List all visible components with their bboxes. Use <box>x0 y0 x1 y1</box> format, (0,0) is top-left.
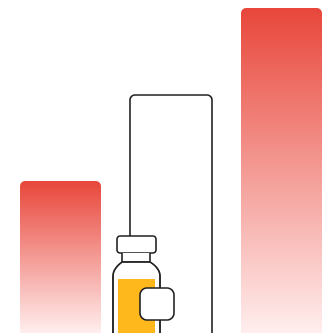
vial-label-tag <box>139 287 175 321</box>
vial-neck <box>121 253 151 263</box>
vial-cap <box>116 235 157 254</box>
vial-label-card <box>129 94 213 333</box>
tall-red-bar <box>241 8 322 333</box>
short-red-bar <box>20 181 101 333</box>
